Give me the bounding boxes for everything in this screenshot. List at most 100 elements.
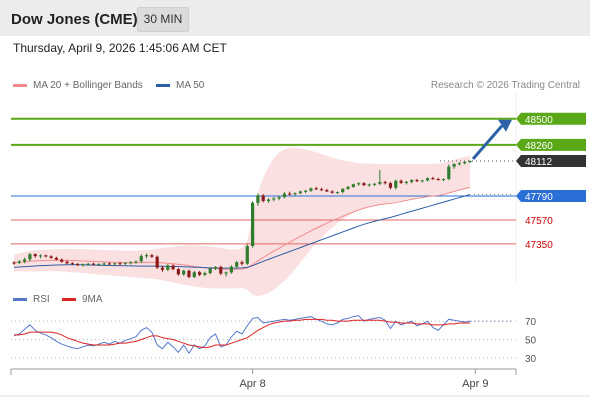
- candle-body: [251, 202, 255, 247]
- candle-body: [394, 180, 398, 188]
- candle-body: [187, 270, 191, 277]
- last-price-badge: [516, 154, 586, 167]
- candle-body: [176, 269, 180, 275]
- candle-body: [65, 261, 69, 264]
- candle-body: [277, 197, 281, 199]
- target-level-badge: [516, 138, 586, 151]
- candle-body: [113, 263, 117, 265]
- rsi-ma-line: [14, 318, 470, 349]
- candle-body: [54, 257, 59, 260]
- support-level-label: 47350: [525, 240, 553, 251]
- candle-body: [49, 256, 53, 258]
- candle-body: [139, 256, 143, 262]
- legend-swatch: [156, 83, 170, 87]
- pivot-level-badge: [516, 190, 586, 203]
- candle-body: [410, 180, 414, 182]
- candle-body: [150, 255, 154, 257]
- candle-body: [245, 246, 249, 264]
- candle-body: [102, 263, 106, 265]
- candle-body: [404, 181, 408, 183]
- candle-body: [81, 264, 85, 266]
- candle-body: [91, 263, 96, 265]
- candle-body: [282, 193, 287, 198]
- candle-body: [341, 188, 345, 193]
- candle-body: [351, 184, 355, 187]
- candle-body: [70, 263, 74, 265]
- candle-body: [309, 188, 313, 191]
- candle-body: [298, 191, 302, 194]
- candle-body: [240, 262, 244, 264]
- rsi-line: [13, 315, 471, 355]
- legend-swatch: [62, 297, 76, 301]
- candle-body: [182, 270, 186, 275]
- legend-swatch: [13, 297, 27, 301]
- candle-body: [123, 262, 127, 264]
- candle-body: [399, 180, 403, 183]
- last-price-label: 48112: [525, 157, 553, 168]
- candle-body: [171, 265, 175, 270]
- forecast-arrow-head: [498, 119, 512, 132]
- candle-body: [304, 190, 308, 192]
- candle-body: [457, 163, 461, 165]
- header-bar: [0, 0, 590, 36]
- legend-label: MA 20 + Bollinger Bands: [33, 80, 143, 91]
- rsi-tick-label: 50: [525, 336, 537, 347]
- candle-body: [441, 179, 446, 181]
- rsi-ma-legend-item: 9MA: [62, 294, 103, 305]
- candle-body: [144, 255, 149, 257]
- candle-body: [447, 166, 451, 180]
- candle-body: [367, 184, 371, 186]
- candle-body: [17, 261, 21, 263]
- candle-body: [256, 195, 260, 203]
- support-level-label: 47570: [525, 216, 553, 227]
- forecast-arrow-shaft: [471, 124, 504, 160]
- candle-body: [266, 199, 271, 202]
- legend-label: RSI: [33, 294, 50, 305]
- candle-body: [219, 266, 223, 274]
- candle-body: [325, 190, 329, 192]
- candle-body: [76, 263, 80, 265]
- candle-body: [44, 255, 48, 257]
- candle-body: [330, 191, 334, 193]
- candle-body: [160, 267, 165, 270]
- candle-body: [436, 179, 440, 181]
- candle-body: [293, 193, 297, 195]
- candle-body: [23, 259, 27, 262]
- candle-body: [372, 183, 377, 185]
- candle-body: [129, 262, 133, 264]
- ma50-line: [13, 194, 471, 269]
- candle-body: [383, 182, 387, 184]
- candle-body: [166, 265, 170, 270]
- candle-body: [272, 198, 276, 200]
- legend-label: MA 50: [176, 80, 205, 91]
- candle-body: [203, 273, 207, 275]
- target-level-label: 48500: [525, 115, 553, 126]
- candle-body: [357, 183, 361, 185]
- candle-body: [261, 195, 265, 202]
- pivot-level-label: 47790: [525, 192, 553, 203]
- candle-body: [420, 180, 424, 182]
- timeframe-button[interactable]: 30 MIN: [137, 7, 189, 32]
- candle-body: [97, 263, 101, 265]
- timestamp: Thursday, April 9, 2026 1:45:06 AM CET: [13, 41, 227, 55]
- candle-body: [335, 192, 340, 194]
- candle-body: [192, 272, 196, 277]
- candle-body: [33, 254, 37, 257]
- candle-body: [86, 263, 90, 265]
- candle-body: [208, 268, 212, 274]
- candle-body: [118, 263, 122, 265]
- legend-item-ma20: MA 20 + Bollinger Bands: [13, 80, 143, 91]
- candle-body: [378, 182, 382, 184]
- credit-text: Research © 2026 Trading Central: [430, 80, 580, 91]
- candle-body: [346, 186, 350, 189]
- candle-body: [134, 261, 138, 263]
- candle-body: [362, 183, 366, 186]
- candle-body: [314, 188, 318, 190]
- candle-body: [229, 266, 233, 273]
- rsi-legend-item: RSI: [13, 294, 50, 305]
- candle-body: [452, 164, 456, 167]
- legend-item-ma50: MA 50: [156, 80, 204, 91]
- candle-body: [197, 272, 202, 275]
- ma20-line: [13, 186, 471, 270]
